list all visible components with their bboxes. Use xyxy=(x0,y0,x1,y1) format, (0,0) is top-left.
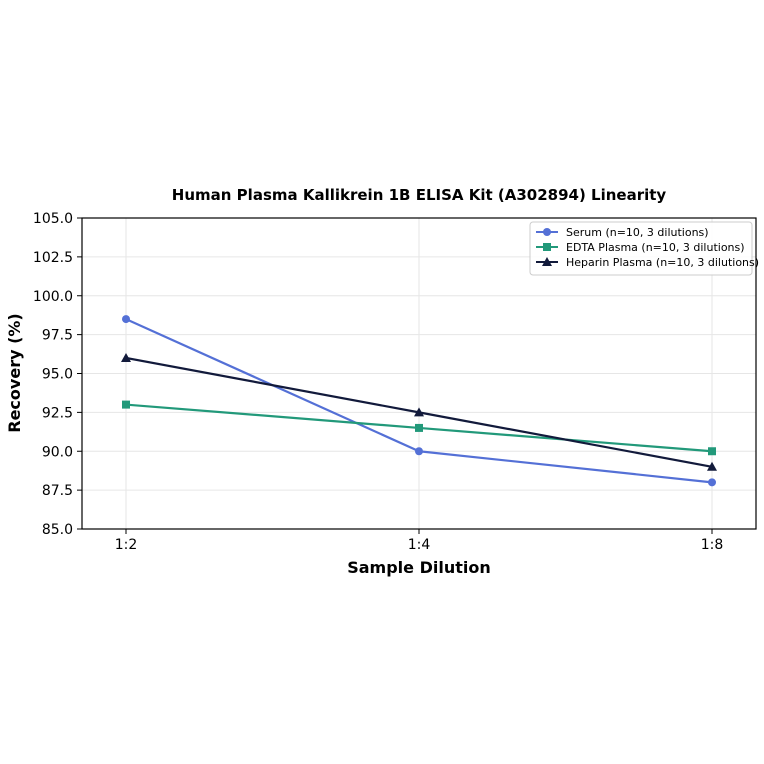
data-point xyxy=(708,447,716,456)
x-axis-label: Sample Dilution xyxy=(347,558,491,577)
legend-label: Serum (n=10, 3 dilutions) xyxy=(566,226,709,239)
chart-title: Human Plasma Kallikrein 1B ELISA Kit (A3… xyxy=(172,186,667,204)
series-1 xyxy=(122,315,716,487)
x-axis: 1:2 1:4 1:8 xyxy=(115,529,724,553)
y-axis: 85.0 87.5 90.0 92.5 95.0 97.5 100.0 102.5 105.0 xyxy=(33,211,82,538)
legend-marker xyxy=(543,243,551,251)
legend-item: Heparin Plasma (n=10, 3 dilutions) xyxy=(536,256,759,269)
legend-marker xyxy=(542,257,552,266)
data-point xyxy=(708,478,716,487)
y-tick-label: 97.5 xyxy=(42,328,73,344)
series-layer xyxy=(121,315,717,487)
data-point xyxy=(414,407,424,417)
legend: Serum (n=10, 3 dilutions) EDTA Plasma (n=… xyxy=(529,221,759,276)
y-tick-label: 100.0 xyxy=(33,289,73,305)
legend-label: EDTA Plasma (n=10, 3 dilutions) xyxy=(566,241,745,254)
y-tick-label: 92.5 xyxy=(42,405,73,421)
x-tick-label: 1:2 xyxy=(115,537,138,553)
y-tick-label: 90.0 xyxy=(42,444,73,460)
y-tick-label: 105.0 xyxy=(33,211,73,227)
legend-marker xyxy=(543,228,551,236)
data-point xyxy=(415,447,423,456)
y-tick-label: 87.5 xyxy=(42,483,73,499)
x-tick-label: 1:8 xyxy=(701,537,724,553)
data-point xyxy=(415,423,423,432)
data-point xyxy=(707,461,717,471)
data-point xyxy=(122,315,130,324)
data-point xyxy=(121,352,131,362)
legend-item: EDTA Plasma (n=10, 3 dilutions) xyxy=(536,241,745,254)
y-tick-label: 102.5 xyxy=(33,250,73,266)
x-tick-label: 1:4 xyxy=(408,537,431,553)
series-2 xyxy=(122,400,716,456)
y-axis-label: Recovery (%) xyxy=(5,313,24,432)
data-point xyxy=(122,400,130,409)
legend-item: Serum (n=10, 3 dilutions) xyxy=(536,226,709,239)
series-3 xyxy=(121,352,717,471)
y-tick-label: 95.0 xyxy=(42,367,73,383)
y-tick-label: 85.0 xyxy=(42,522,73,538)
legend-box xyxy=(529,221,753,276)
legend-label: Heparin Plasma (n=10, 3 dilutions) xyxy=(566,256,759,269)
